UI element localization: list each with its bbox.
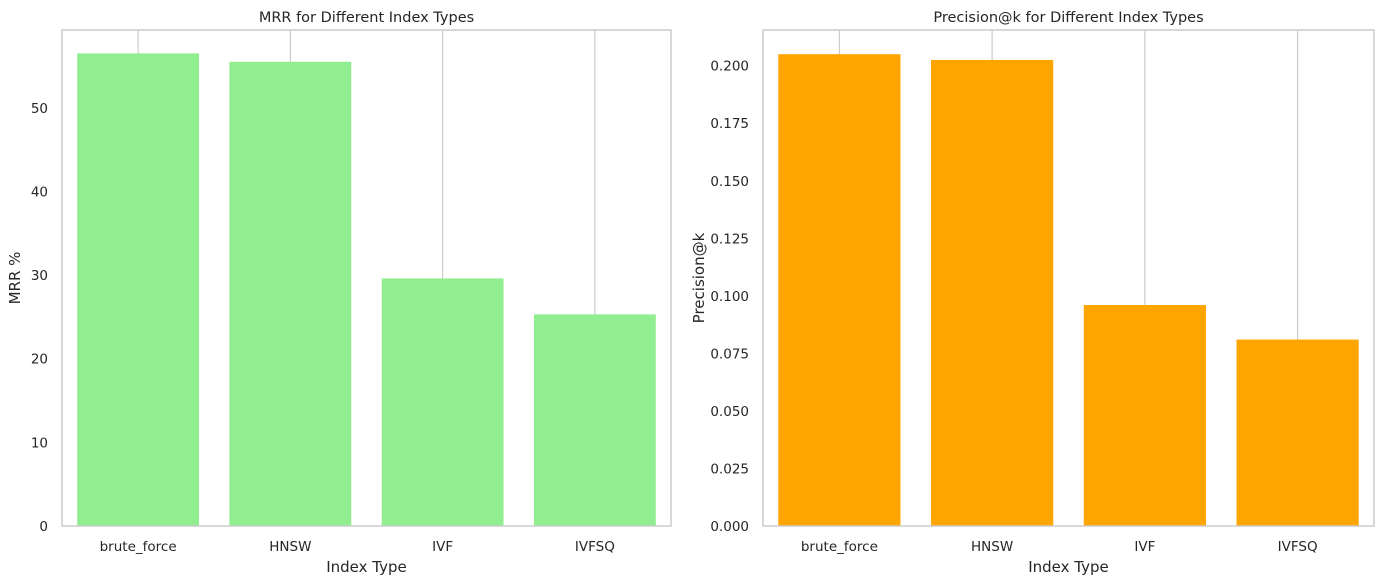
x-tick-label: brute_force: [801, 539, 878, 555]
bar: [77, 53, 200, 527]
y-tick-label: 0.125: [710, 231, 749, 247]
chart-title: MRR for Different Index Types: [259, 10, 474, 26]
y-tick-label: 0: [39, 519, 48, 535]
bar: [931, 59, 1054, 526]
y-tick-label: 20: [31, 352, 48, 368]
plot-frame: [61, 29, 672, 527]
x-tick-label: HNSW: [269, 539, 311, 555]
y-tick-label: 0.200: [710, 59, 749, 75]
bar: [229, 61, 352, 526]
y-tick-label: 50: [31, 101, 48, 117]
y-tick-label: 0.025: [710, 461, 749, 477]
y-tick-label: 10: [31, 435, 48, 451]
y-tick-label: 0.000: [710, 519, 749, 535]
y-tick-label: 40: [31, 184, 48, 200]
bar: [1236, 339, 1359, 526]
y-tick-label: 0.075: [710, 346, 749, 362]
y-tick-label: 0.100: [710, 289, 749, 305]
x-tick-label: IVFSQ: [1278, 539, 1318, 555]
precision-chart: brute_force HNSW IVF IVFSQ 0.000 0.025 0.050 0.…: [690, 10, 1375, 576]
chart-title: Precision@k for Different Index Types: [933, 10, 1203, 26]
bar: [1083, 305, 1206, 526]
mrr-chart: brute_force HNSW IVF IVFSQ 0 10 20 30 40 50 MRR fo…: [6, 10, 672, 576]
x-axis-label: Index Type: [1028, 558, 1109, 576]
x-tick-label: IVF: [1134, 539, 1155, 555]
y-tick-label: 0.150: [710, 174, 749, 190]
x-tick-label: HNSW: [971, 539, 1013, 555]
bar: [381, 278, 504, 526]
y-tick-label: 0.050: [710, 404, 749, 420]
x-tick-label: brute_force: [100, 539, 177, 555]
y-axis-label: MRR %: [6, 252, 24, 305]
bar: [533, 314, 656, 526]
y-tick-label: 0.175: [710, 116, 749, 132]
y-tick-label: 30: [31, 268, 48, 284]
x-tick-label: IVFSQ: [575, 539, 615, 555]
y-axis-label: Precision@k: [690, 232, 708, 323]
x-tick-label: IVF: [432, 539, 453, 555]
bar: [778, 54, 901, 526]
plot-frame: [762, 29, 1375, 527]
x-axis-label: Index Type: [326, 558, 407, 576]
